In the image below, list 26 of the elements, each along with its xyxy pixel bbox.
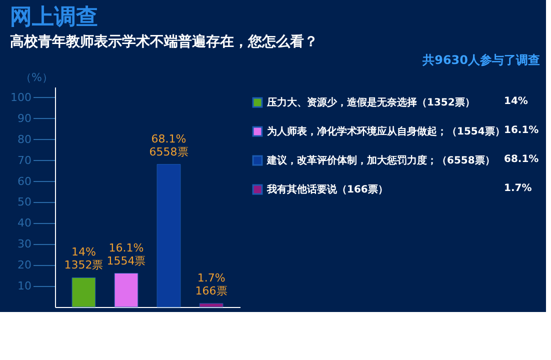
legend-label: 为人师表，净化学术环境应从自身做起；（1554票） bbox=[267, 126, 505, 138]
y-tick-label: 30 bbox=[18, 238, 32, 251]
legend-label: 压力大、资源少，造假是无奈选择（1352票） bbox=[266, 96, 475, 108]
data-label: 14% 1352票 bbox=[64, 246, 104, 272]
text: 1.7% bbox=[504, 183, 532, 194]
legend-label: 我有其他话要说（166票） bbox=[266, 184, 388, 196]
data-label: 16.1% 1554票 bbox=[106, 241, 146, 268]
y-tick-label: 100 bbox=[10, 90, 32, 104]
y-tick-label: 70 bbox=[18, 154, 32, 167]
data-label: 68.1% 6558票 bbox=[149, 132, 188, 158]
legend-label: 建议，改革评价体制，加大惩罚力度；（6558票） bbox=[266, 154, 495, 166]
chart-title: 网上调查 bbox=[10, 5, 98, 30]
y-tick-label: 10 bbox=[18, 280, 32, 293]
y-tick-label: 90 bbox=[18, 112, 32, 125]
data-label: 1.7% 166票 bbox=[195, 271, 228, 298]
text: 共9630人参与了调查 bbox=[422, 53, 540, 67]
y-tick-label: 60 bbox=[18, 174, 32, 188]
chart-subtitle: 高校青年教师表示学术不端普遍存在，您怎么看？ bbox=[10, 33, 318, 50]
text: 68.1% bbox=[504, 154, 539, 165]
y-tick-label: 50 bbox=[18, 196, 32, 209]
y-axis-title: （%） bbox=[20, 71, 53, 84]
y-tick-label: 40 bbox=[18, 216, 32, 230]
text: 16.1% bbox=[504, 125, 539, 136]
y-tick-label: 20 bbox=[18, 258, 32, 272]
y-tick-label: 80 bbox=[18, 132, 32, 146]
text: 14% bbox=[504, 96, 528, 107]
